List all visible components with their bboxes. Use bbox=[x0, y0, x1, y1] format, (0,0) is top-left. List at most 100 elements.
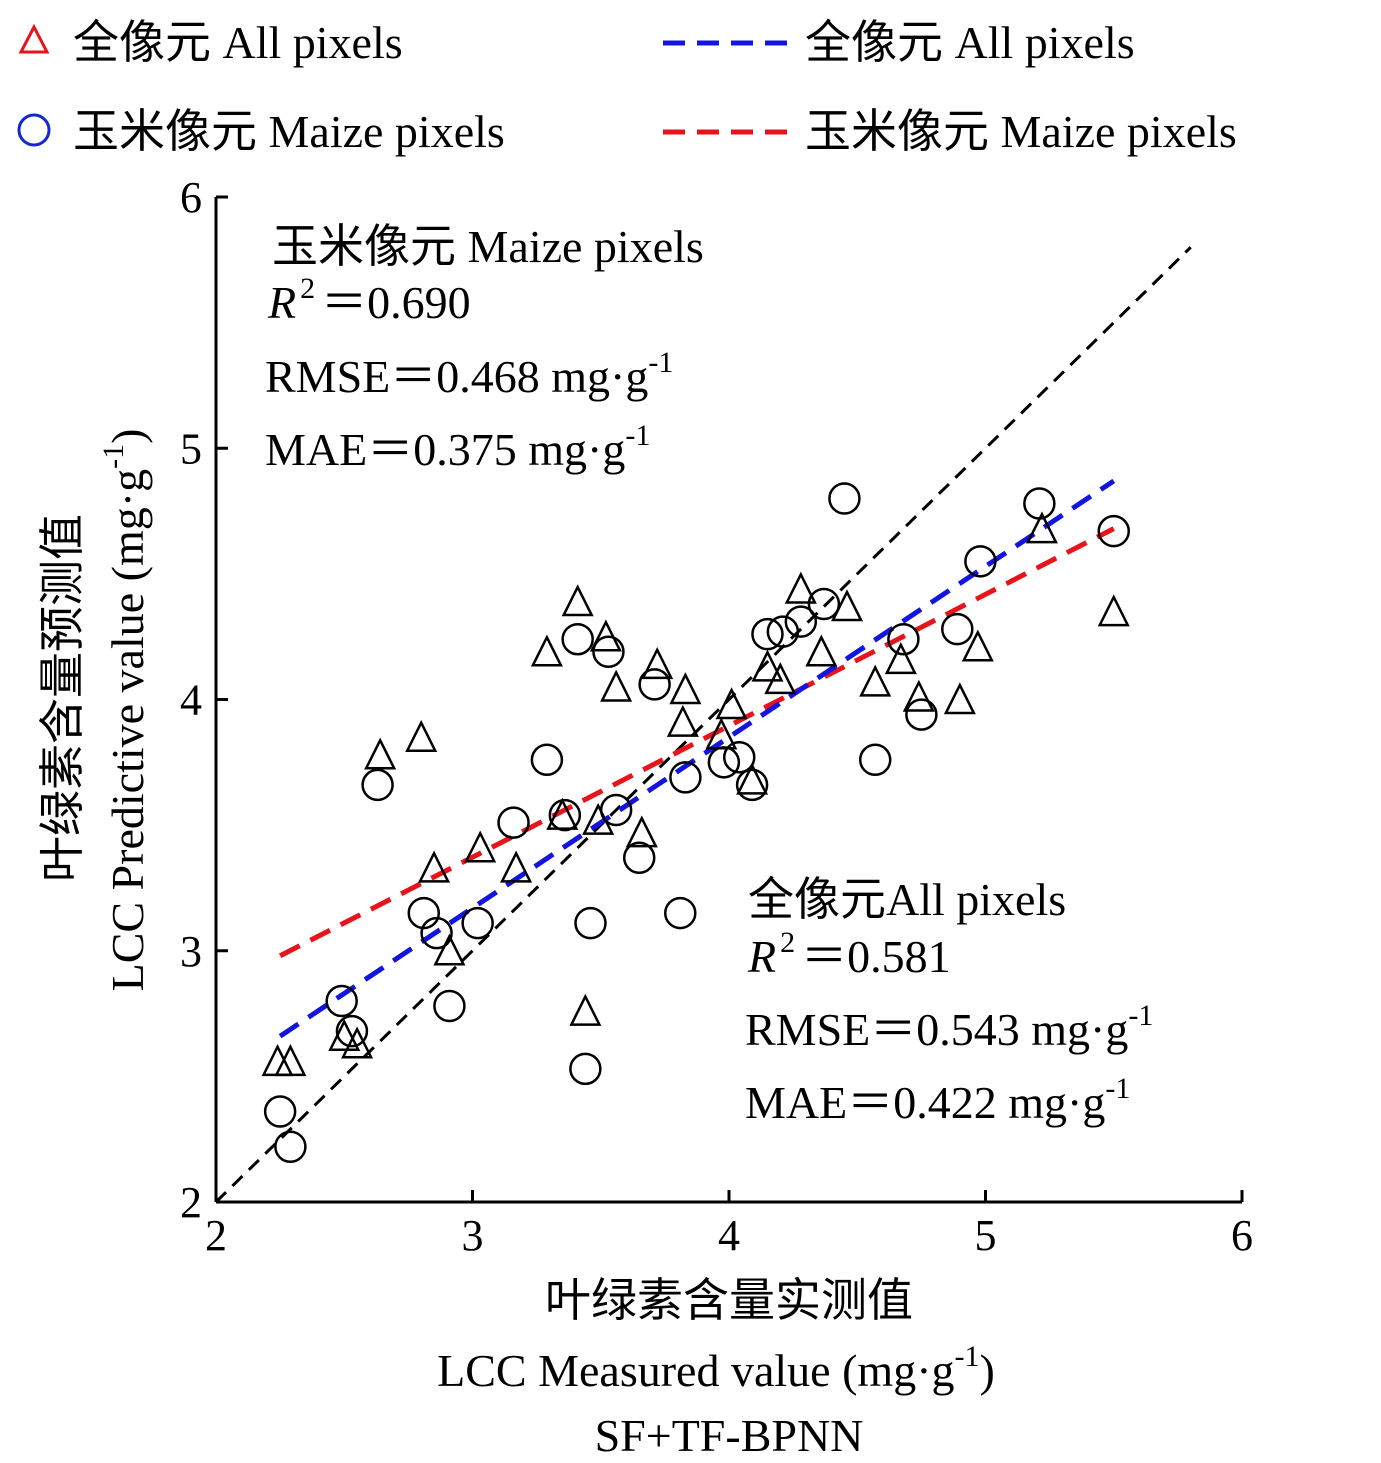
triangle-marker bbox=[530, 634, 563, 667]
triangle-marker bbox=[1025, 511, 1058, 544]
circle-marker bbox=[766, 615, 800, 648]
triangle-marker bbox=[1097, 594, 1130, 627]
legend: 全像元 All pixels 玉米像元 Maize pixels 全像元 All… bbox=[17, 17, 1237, 157]
circle-marker bbox=[784, 605, 818, 638]
circle-marker bbox=[561, 622, 594, 656]
data-markers bbox=[261, 482, 1130, 1163]
circle-marker bbox=[263, 1095, 297, 1128]
x-tick-label: 4 bbox=[718, 1211, 740, 1260]
y-tick-label: 6 bbox=[180, 173, 202, 222]
circle-marker bbox=[335, 1014, 369, 1048]
stats-maize-mae: MAE＝0.375 mg·g-1 bbox=[265, 419, 650, 475]
triangle-marker bbox=[751, 649, 784, 682]
circle-marker bbox=[622, 841, 656, 875]
triangle-marker bbox=[433, 933, 466, 966]
circle-marker bbox=[325, 984, 358, 1018]
stats-maize: 玉米像元 Maize pixels R 2 ＝0.690 RMSE＝0.468 mg… bbox=[265, 221, 704, 475]
circle-marker bbox=[751, 617, 784, 651]
circle-marker bbox=[361, 768, 394, 802]
stats-all-mae: MAE＝0.422 mg·g-1 bbox=[745, 1072, 1130, 1128]
circle-marker bbox=[497, 806, 530, 839]
triangle-marker bbox=[805, 634, 838, 667]
y-tick-label: 5 bbox=[180, 424, 202, 473]
legend-triangle-marker bbox=[18, 23, 50, 54]
triangle-marker bbox=[274, 1044, 307, 1077]
chart-subtitle: SF+TF-BPNN bbox=[595, 1410, 864, 1461]
triangle-marker bbox=[418, 850, 451, 883]
legend-line-maize-label: 玉米像元 Maize pixels bbox=[805, 106, 1237, 157]
y-axis-title-en: LCC Predictive value (mg·g-1) bbox=[97, 429, 153, 992]
triangle-marker bbox=[641, 647, 674, 680]
circle-marker bbox=[887, 622, 920, 656]
stats-all-heading: 全像元All pixels bbox=[748, 874, 1066, 925]
stats-maize-r2: R 2 ＝0.690 bbox=[267, 272, 471, 328]
circle-marker bbox=[858, 743, 892, 777]
circle-marker bbox=[592, 635, 625, 669]
ticks: 2 3 4 5 6 2 3 4 5 6 bbox=[180, 173, 1253, 1260]
circle-marker bbox=[707, 746, 741, 779]
circle-marker bbox=[1023, 487, 1056, 520]
circle-marker bbox=[461, 906, 494, 940]
triangle-marker bbox=[625, 815, 658, 848]
fit-line-maize bbox=[278, 526, 1115, 958]
legend-line-all-label: 全像元 All pixels bbox=[805, 17, 1135, 68]
circle-marker bbox=[433, 989, 466, 1023]
circle-marker bbox=[530, 743, 564, 777]
circle-marker bbox=[599, 793, 633, 827]
triangle-marker bbox=[464, 830, 497, 863]
stats-maize-rmse: RMSE＝0.468 mg·g-1 bbox=[265, 346, 673, 402]
x-tick-label: 2 bbox=[205, 1211, 227, 1260]
triangle-marker bbox=[943, 682, 976, 715]
triangle-marker bbox=[902, 679, 935, 712]
circle-marker bbox=[548, 798, 582, 832]
triangle-marker bbox=[784, 571, 817, 604]
circle-marker bbox=[664, 896, 697, 930]
stats-all-rmse: RMSE＝0.543 mg·g-1 bbox=[745, 999, 1153, 1055]
y-tick-label: 2 bbox=[180, 1178, 202, 1227]
triangle-marker bbox=[500, 850, 533, 883]
circle-marker bbox=[735, 768, 769, 802]
legend-marker-maize-label: 玉米像元 Maize pixels bbox=[73, 106, 505, 157]
stats-all-r2: R 2 ＝0.581 bbox=[747, 926, 951, 982]
triangle-marker bbox=[561, 584, 594, 617]
circle-marker bbox=[638, 668, 671, 701]
circle-marker bbox=[420, 916, 453, 950]
triangle-marker bbox=[884, 642, 917, 675]
x-tick-label: 5 bbox=[975, 1211, 997, 1260]
circle-marker bbox=[569, 1052, 602, 1086]
circle-marker bbox=[723, 741, 756, 774]
x-axis-title-cn: 叶绿素含量实测值 bbox=[545, 1275, 913, 1326]
triangle-marker bbox=[666, 704, 699, 737]
circle-marker bbox=[669, 761, 702, 794]
triangle-marker bbox=[736, 762, 769, 795]
stats-all: 全像元All pixels R 2 ＝0.581 RMSE＝0.543 mg·g-1… bbox=[745, 874, 1153, 1128]
circle-marker bbox=[807, 587, 841, 621]
x-tick-label: 3 bbox=[462, 1211, 484, 1260]
triangle-marker bbox=[569, 993, 602, 1026]
legend-marker-all-label: 全像元 All pixels bbox=[73, 17, 403, 68]
triangle-marker bbox=[405, 719, 438, 752]
y-axis-title-cn: 叶绿素含量预测值 bbox=[37, 514, 88, 882]
legend-circle-marker bbox=[17, 113, 51, 147]
triangle-marker bbox=[600, 669, 633, 702]
triangle-marker bbox=[764, 662, 797, 695]
fit-line-all bbox=[278, 478, 1116, 1039]
circle-marker bbox=[964, 545, 997, 578]
y-tick-label: 3 bbox=[180, 927, 202, 976]
circle-marker bbox=[1097, 514, 1130, 548]
triangle-marker bbox=[341, 1026, 374, 1059]
y-tick-label: 4 bbox=[180, 676, 202, 725]
triangle-marker bbox=[715, 687, 748, 720]
triangle-marker bbox=[961, 629, 994, 662]
one-to-one-line bbox=[214, 246, 1192, 1204]
circle-marker bbox=[828, 482, 861, 515]
triangle-marker bbox=[859, 664, 892, 697]
circle-marker bbox=[941, 612, 974, 646]
triangle-marker bbox=[546, 797, 579, 830]
x-tick-label: 6 bbox=[1231, 1211, 1253, 1260]
circle-marker bbox=[574, 906, 607, 940]
stats-maize-heading: 玉米像元 Maize pixels bbox=[272, 221, 704, 272]
circle-marker bbox=[905, 698, 938, 731]
circle-marker bbox=[274, 1130, 307, 1163]
